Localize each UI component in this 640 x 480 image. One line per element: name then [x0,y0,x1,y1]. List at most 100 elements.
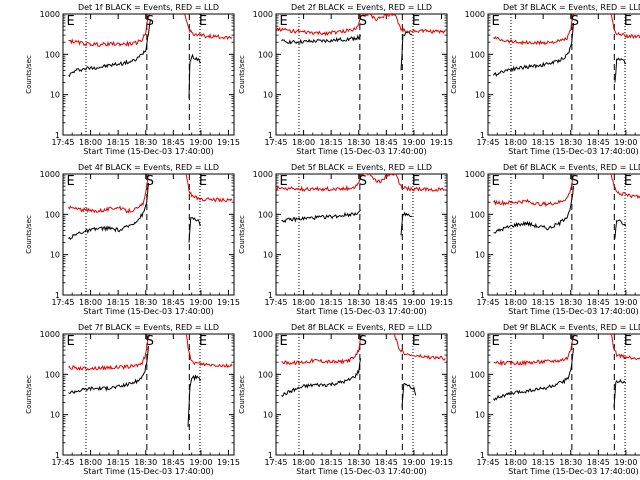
x-axis-label: Start Time (15-Dec-03 17:40:00) [508,467,639,476]
y-tick-label: 10 [50,91,60,100]
y-tick-label: 1000 [465,330,485,339]
y-tick-label: 1000 [253,10,273,19]
x-tick-label: 18:30 [559,138,582,147]
x-tick-label: 18:15 [107,298,130,307]
x-tick-label: 19:15 [430,458,453,467]
y-tick-label: 1000 [40,170,60,179]
event-marker-label: S [571,14,579,29]
x-tick-label: 19:15 [217,138,240,147]
x-tick-label: 19:00 [614,458,637,467]
panel-grid: Det 1f BLACK = Events, RED = LLD 1 10 100 10… [25,3,640,476]
plot-frame [62,333,235,456]
x-tick-label: 19:00 [189,458,212,467]
detector-panel: Det 9f BLACK = Events, RED = LLD 1 10 100 10… [450,323,640,476]
event-marker-label: S [359,174,367,189]
x-tick-label: 19:15 [217,298,240,307]
event-marker-label: E [491,14,499,29]
event-marker-label: E [624,334,632,349]
y-axis-label: Counts/sec [450,215,458,254]
x-tick-label: 18:45 [587,458,610,467]
y-tick-label: 10 [50,251,60,260]
y-tick-label: 100 [470,370,485,379]
event-marker-label: S [571,174,579,189]
x-tick-label: 19:00 [189,138,212,147]
x-tick-label: 18:30 [559,298,582,307]
x-tick-label: 18:30 [134,298,157,307]
y-tick-label: 100 [258,50,273,59]
lld-series-line [493,334,575,367]
x-tick-label: 18:15 [320,458,343,467]
x-tick-label: 18:45 [162,298,185,307]
events-series-line [68,20,151,78]
event-marker-label: E [199,14,207,29]
x-tick-label: 18:45 [162,138,185,147]
lld-series-line [68,174,149,214]
y-tick-label: 10 [263,251,273,260]
x-tick-label: 18:45 [375,458,398,467]
y-tick-label: 100 [258,210,273,219]
y-tick-label: 10 [263,91,273,100]
y-tick-label: 100 [45,210,60,219]
x-tick-label: 19:15 [217,458,240,467]
x-tick-label: 18:15 [107,138,130,147]
events-series-line [188,217,202,243]
panel-title: Det 9f BLACK = Events, RED = LLD [503,323,640,332]
detector-panel: Det 6f BLACK = Events, RED = LLD 1 10 100 10… [450,163,640,316]
event-marker-label: E [624,174,632,189]
y-tick-label: 100 [45,50,60,59]
plot-frame [487,333,640,456]
x-tick-label: 17:45 [476,298,499,307]
lld-series-line [493,174,575,207]
lld-series-line [393,334,446,361]
x-tick-label: 17:45 [264,298,287,307]
x-axis-label: Start Time (15-Dec-03 17:40:00) [83,147,214,156]
x-tick-label: 18:45 [162,458,185,467]
events-series-line [187,374,202,427]
detector-panel: Det 8f BLACK = Events, RED = LLD 1 10 100 10… [238,323,453,476]
x-tick-label: 18:30 [347,138,370,147]
y-tick-label: 1 [55,131,60,140]
event-marker-label: E [279,174,287,189]
x-tick-label: 17:45 [264,458,287,467]
x-tick-label: 18:15 [320,138,343,147]
panel-title: Det 1f BLACK = Events, RED = LLD [78,3,219,12]
lld-series-line [276,174,446,192]
x-tick-label: 18:00 [292,138,315,147]
lld-series-line [281,334,363,366]
x-tick-label: 17:45 [51,458,74,467]
events-series-line [281,34,362,45]
x-tick-label: 18:30 [134,458,157,467]
x-tick-label: 18:45 [587,138,610,147]
x-tick-label: 18:15 [107,458,130,467]
x-tick-label: 17:45 [51,298,74,307]
y-axis-label: Counts/sec [238,55,246,94]
y-tick-label: 1 [480,451,485,460]
lld-series-line [276,14,446,37]
y-tick-label: 100 [470,50,485,59]
events-series-line [614,57,627,83]
y-axis-label: Counts/sec [238,375,246,414]
y-tick-label: 10 [263,411,273,420]
x-tick-label: 18:00 [79,458,102,467]
detector-panel: Det 5f BLACK = Events, RED = LLD 1 10 100 10… [238,163,453,316]
y-tick-label: 1 [268,451,273,460]
x-tick-label: 18:00 [292,458,315,467]
x-tick-label: 19:00 [402,458,425,467]
detector-panel: Det 2f BLACK = Events, RED = LLD 1 10 100 10… [238,3,453,156]
x-tick-label: 18:15 [532,138,555,147]
x-tick-label: 18:30 [559,458,582,467]
event-marker-label: E [279,334,287,349]
plot-frame [275,333,448,456]
x-tick-label: 19:15 [430,138,453,147]
events-series-line [493,186,574,234]
x-axis-label: Start Time (15-Dec-03 17:40:00) [508,307,639,316]
detector-panel: Det 4f BLACK = Events, RED = LLD 1 10 100 10… [25,163,240,316]
x-tick-label: 17:45 [51,138,74,147]
x-tick-label: 18:30 [347,458,370,467]
lld-series-line [610,174,640,200]
y-axis-label: Counts/sec [25,375,33,414]
x-tick-label: 18:45 [587,298,610,307]
x-tick-label: 19:00 [402,138,425,147]
event-marker-label: E [199,174,207,189]
y-tick-label: 100 [45,370,60,379]
